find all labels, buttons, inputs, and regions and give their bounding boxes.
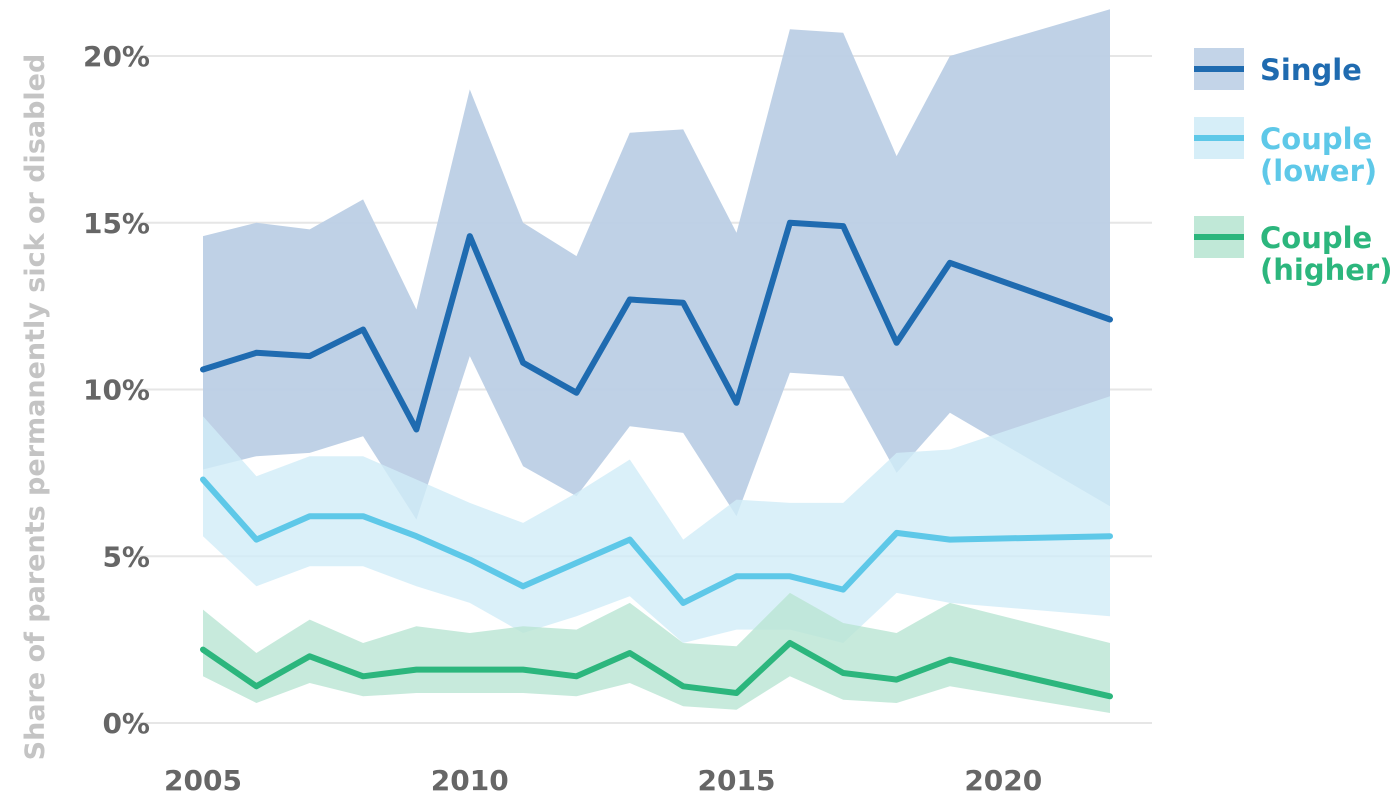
- legend-item: Couple(lower): [1194, 117, 1377, 188]
- series-lines: [200, 219, 1113, 700]
- y-axis-label: Share of parents permanently sick or dis…: [20, 54, 51, 761]
- series-line-0: [200, 219, 1113, 433]
- legend-label: Couple: [1260, 122, 1372, 156]
- legend-label: Single: [1260, 53, 1362, 87]
- legend-label: (lower): [1260, 154, 1377, 188]
- y-tick-label: 20%: [83, 40, 150, 73]
- y-tick-label: 10%: [83, 374, 150, 407]
- confidence-bands: [203, 9, 1110, 713]
- series-line-2: [200, 640, 1113, 700]
- x-tick-label: 2010: [431, 764, 509, 797]
- confidence-band-1: [203, 396, 1110, 643]
- y-tick-label: 0%: [102, 707, 150, 740]
- y-tick-label: 15%: [83, 207, 150, 240]
- confidence-band-2: [203, 592, 1110, 713]
- y-tick-labels: 0% 5% 10% 15% 20%: [83, 40, 150, 740]
- x-tick-label: 2015: [698, 764, 776, 797]
- legend-item: Couple(higher): [1194, 216, 1392, 287]
- series-line-1: [200, 476, 1113, 606]
- x-tick-labels: 2005 2010 2015 2020: [164, 764, 1042, 797]
- x-tick-label: 2005: [164, 764, 242, 797]
- legend-item: Single: [1194, 48, 1362, 90]
- y-tick-label: 5%: [102, 540, 150, 573]
- legend-label: Couple: [1260, 221, 1372, 255]
- legend-label: (higher): [1260, 253, 1392, 287]
- x-tick-label: 2020: [964, 764, 1042, 797]
